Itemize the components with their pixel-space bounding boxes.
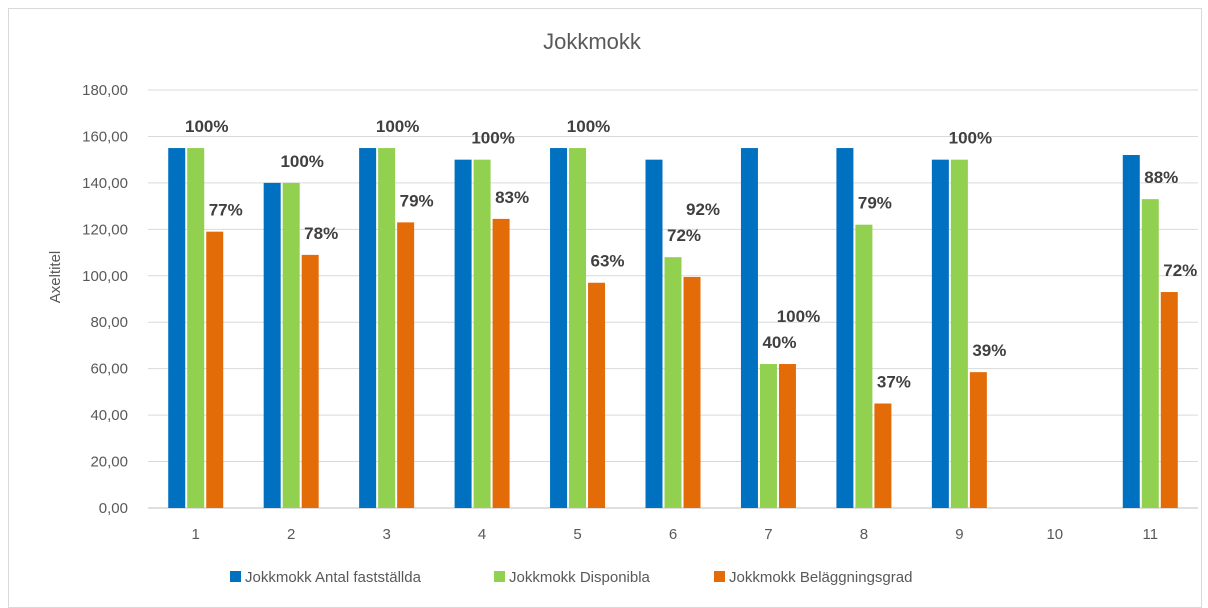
x-tick-label: 6 bbox=[669, 526, 677, 543]
x-tick-label: 2 bbox=[287, 526, 295, 543]
chart-title: Jokkmokk bbox=[543, 29, 642, 54]
legend-label: Jokkmokk Beläggningsgrad bbox=[729, 569, 912, 586]
bar bbox=[665, 257, 682, 508]
bar bbox=[836, 148, 853, 508]
data-label: 40% bbox=[762, 333, 796, 352]
data-label: 79% bbox=[858, 194, 892, 213]
x-tick-label: 3 bbox=[382, 526, 390, 543]
bar bbox=[264, 183, 281, 508]
y-tick-label: 100,00 bbox=[82, 268, 128, 285]
bars bbox=[168, 148, 1178, 508]
bar bbox=[588, 283, 605, 508]
x-tick-label: 7 bbox=[764, 526, 772, 543]
bar bbox=[283, 183, 300, 508]
bar bbox=[760, 364, 777, 508]
x-tick-label: 10 bbox=[1046, 526, 1063, 543]
bar bbox=[874, 404, 891, 509]
y-tick-label: 0,00 bbox=[99, 500, 128, 517]
y-axis-ticks: 0,00 20,00 40,00 60,00 80,00 100,00 120,00 140,… bbox=[82, 82, 128, 517]
bar bbox=[970, 372, 987, 508]
legend: Jokkmokk Antal fastställda Jokkmokk Dispo… bbox=[230, 569, 912, 586]
y-tick-label: 120,00 bbox=[82, 221, 128, 238]
bar bbox=[302, 255, 319, 508]
x-tick-label: 1 bbox=[192, 526, 200, 543]
data-label: 92% bbox=[686, 200, 720, 219]
bar bbox=[951, 160, 968, 508]
data-label: 83% bbox=[495, 188, 529, 207]
bar bbox=[741, 148, 758, 508]
data-label: 63% bbox=[591, 252, 625, 271]
bar bbox=[455, 160, 472, 508]
bar bbox=[378, 148, 395, 508]
data-label: 79% bbox=[400, 191, 434, 210]
legend-swatch bbox=[230, 571, 241, 582]
data-label: 100% bbox=[280, 152, 323, 171]
x-tick-label: 5 bbox=[573, 526, 581, 543]
bar bbox=[779, 364, 796, 508]
data-label: 37% bbox=[877, 373, 911, 392]
legend-swatch bbox=[714, 571, 725, 582]
data-label: 39% bbox=[972, 341, 1006, 360]
bar bbox=[569, 148, 586, 508]
y-tick-label: 60,00 bbox=[90, 361, 128, 378]
bar bbox=[206, 232, 223, 508]
bar bbox=[1161, 292, 1178, 508]
bar bbox=[474, 160, 491, 508]
y-tick-label: 40,00 bbox=[90, 407, 128, 424]
data-label: 100% bbox=[567, 117, 610, 136]
data-label: 88% bbox=[1144, 168, 1178, 187]
x-axis-ticks: 1 2 3 4 5 6 7 8 9 10 11 bbox=[192, 526, 1159, 543]
bar bbox=[187, 148, 204, 508]
data-label: 100% bbox=[471, 129, 514, 148]
bar bbox=[397, 222, 414, 508]
y-tick-label: 140,00 bbox=[82, 175, 128, 192]
bar bbox=[493, 219, 510, 508]
x-tick-label: 4 bbox=[478, 526, 486, 543]
bar bbox=[359, 148, 376, 508]
y-tick-label: 20,00 bbox=[90, 454, 128, 471]
data-label: 100% bbox=[185, 117, 228, 136]
bar bbox=[1142, 199, 1159, 508]
y-tick-label: 180,00 bbox=[82, 82, 128, 99]
y-axis-title: Axeltitel bbox=[47, 251, 64, 304]
data-label: 72% bbox=[667, 226, 701, 245]
data-label: 72% bbox=[1163, 261, 1197, 280]
bar bbox=[1123, 155, 1140, 508]
legend-label: Jokkmokk Antal fastställda bbox=[245, 569, 422, 586]
bar bbox=[932, 160, 949, 508]
data-label: 100% bbox=[949, 129, 992, 148]
y-tick-label: 80,00 bbox=[90, 314, 128, 331]
x-tick-label: 8 bbox=[860, 526, 868, 543]
x-tick-label: 9 bbox=[955, 526, 963, 543]
legend-swatch bbox=[494, 571, 505, 582]
bar bbox=[550, 148, 567, 508]
y-tick-label: 160,00 bbox=[82, 128, 128, 145]
x-tick-label: 11 bbox=[1142, 526, 1158, 543]
bar bbox=[646, 160, 663, 508]
data-label: 77% bbox=[209, 201, 243, 220]
data-label: 100% bbox=[376, 117, 419, 136]
bar bbox=[168, 148, 185, 508]
bar bbox=[684, 277, 701, 508]
data-label: 100% bbox=[777, 307, 820, 326]
legend-label: Jokkmokk Disponibla bbox=[509, 569, 651, 586]
data-label: 78% bbox=[304, 224, 338, 243]
bar bbox=[855, 225, 872, 508]
